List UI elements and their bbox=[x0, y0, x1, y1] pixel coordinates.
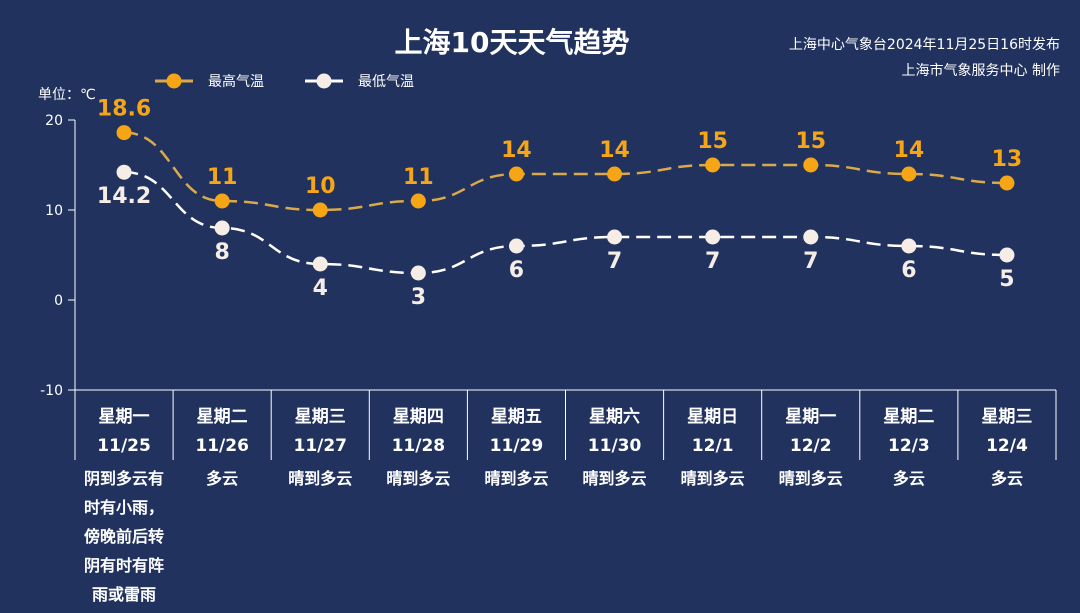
data-label: 8 bbox=[214, 240, 229, 265]
data-label: 7 bbox=[705, 249, 720, 274]
data-label: 6 bbox=[901, 258, 916, 283]
date-label: 11/29 bbox=[490, 436, 544, 456]
data-label: 11 bbox=[403, 165, 434, 190]
legend-marker bbox=[316, 73, 332, 89]
date-label: 11/26 bbox=[195, 436, 249, 456]
series-group: 18.6 11 10 11 14 14 15 15 14 13 14.2 8 4 3 6 7 7 7 6 5 bbox=[97, 97, 1022, 310]
source-line-1: 上海中心气象台2024年11月25日16时发布 bbox=[789, 37, 1060, 53]
weather-label: 晴到多云 bbox=[484, 469, 548, 488]
data-label: 5 bbox=[999, 267, 1014, 292]
date-label: 11/30 bbox=[588, 436, 642, 456]
weekday-label: 星期三 bbox=[981, 407, 1032, 427]
data-point bbox=[508, 166, 524, 182]
data-label: 10 bbox=[305, 174, 336, 199]
data-point bbox=[508, 238, 524, 254]
legend-marker bbox=[166, 73, 182, 89]
data-point bbox=[214, 220, 230, 236]
weather-label: 晴到多云 bbox=[288, 469, 352, 488]
date-label: 11/25 bbox=[97, 436, 151, 456]
series-line bbox=[124, 170, 1007, 275]
weekday-label: 星期一 bbox=[99, 407, 150, 427]
weather-label: 晴到多云 bbox=[681, 469, 745, 488]
series-line bbox=[124, 131, 1007, 212]
weekday-label: 星期二 bbox=[197, 407, 248, 427]
weather-label: 时有小雨， bbox=[84, 498, 164, 517]
series-low: 14.2 8 4 3 6 7 7 7 6 5 bbox=[97, 164, 1015, 310]
data-point bbox=[312, 202, 328, 218]
data-label: 7 bbox=[607, 249, 622, 274]
data-point bbox=[705, 157, 721, 173]
data-label: 3 bbox=[411, 285, 426, 310]
date-label: 12/2 bbox=[790, 436, 832, 456]
weather-label: 阴到多云有 bbox=[84, 469, 164, 488]
data-point bbox=[312, 256, 328, 272]
y-tick-label: 20 bbox=[45, 113, 63, 129]
weather-label: 晴到多云 bbox=[386, 469, 450, 488]
weekday-label: 星期四 bbox=[393, 407, 444, 427]
weekday-label: 星期五 bbox=[491, 407, 542, 427]
data-label: 14.2 bbox=[97, 184, 151, 209]
data-label: 13 bbox=[992, 147, 1023, 172]
weekday-label: 星期三 bbox=[295, 407, 346, 427]
data-point bbox=[116, 125, 132, 141]
data-point bbox=[803, 229, 819, 245]
data-label: 6 bbox=[509, 258, 524, 283]
data-label: 15 bbox=[795, 129, 826, 154]
data-point bbox=[999, 247, 1015, 263]
data-point bbox=[901, 238, 917, 254]
weekday-label: 星期六 bbox=[589, 406, 640, 427]
data-point bbox=[410, 265, 426, 281]
weekday-label: 星期二 bbox=[883, 407, 934, 427]
data-point bbox=[607, 229, 623, 245]
legend-label: 最高气温 bbox=[208, 73, 264, 90]
date-label: 12/1 bbox=[692, 436, 734, 456]
data-point bbox=[901, 166, 917, 182]
weather-label: 多云 bbox=[206, 469, 238, 488]
chart-title: 上海10天天气趋势 bbox=[395, 26, 630, 59]
data-label: 4 bbox=[313, 276, 328, 301]
date-label: 12/3 bbox=[888, 436, 930, 456]
date-label: 11/28 bbox=[392, 436, 446, 456]
y-tick-label: 0 bbox=[54, 293, 63, 309]
weekday-label: 星期日 bbox=[687, 407, 738, 427]
data-point bbox=[116, 164, 132, 180]
y-tick-label: -10 bbox=[40, 383, 63, 399]
weather-label: 雨或雷雨 bbox=[92, 585, 156, 604]
weather-label: 晴到多云 bbox=[583, 469, 647, 488]
data-point bbox=[410, 193, 426, 209]
weather-label: 傍晚前后转 bbox=[84, 527, 164, 546]
weather-label: 晴到多云 bbox=[779, 469, 843, 488]
axes: 20 10 0 -10 bbox=[40, 113, 1057, 460]
data-point bbox=[803, 157, 819, 173]
data-point bbox=[999, 175, 1015, 191]
legend: 最高气温 最低气温 bbox=[155, 73, 414, 90]
data-label: 11 bbox=[207, 165, 238, 190]
unit-label: 单位：℃ bbox=[38, 87, 96, 103]
data-point bbox=[705, 229, 721, 245]
data-label: 14 bbox=[501, 138, 532, 163]
data-label: 7 bbox=[803, 249, 818, 274]
date-label: 11/27 bbox=[293, 436, 347, 456]
source-line-2: 上海市气象服务中心 制作 bbox=[902, 62, 1060, 79]
data-point bbox=[214, 193, 230, 209]
data-label: 14 bbox=[599, 138, 630, 163]
weekday-label: 星期一 bbox=[785, 407, 836, 427]
data-label: 18.6 bbox=[97, 97, 151, 122]
data-label: 14 bbox=[894, 138, 925, 163]
y-tick-label: 10 bbox=[45, 203, 63, 219]
series-high: 18.6 11 10 11 14 14 15 15 14 13 bbox=[97, 97, 1022, 218]
weather-label: 阴有时有阵 bbox=[84, 556, 164, 575]
weather-label: 多云 bbox=[991, 469, 1023, 488]
data-label: 15 bbox=[697, 129, 728, 154]
legend-label: 最低气温 bbox=[358, 74, 414, 90]
weather-label: 多云 bbox=[893, 469, 925, 488]
data-point bbox=[607, 166, 623, 182]
date-label: 12/4 bbox=[986, 436, 1028, 456]
